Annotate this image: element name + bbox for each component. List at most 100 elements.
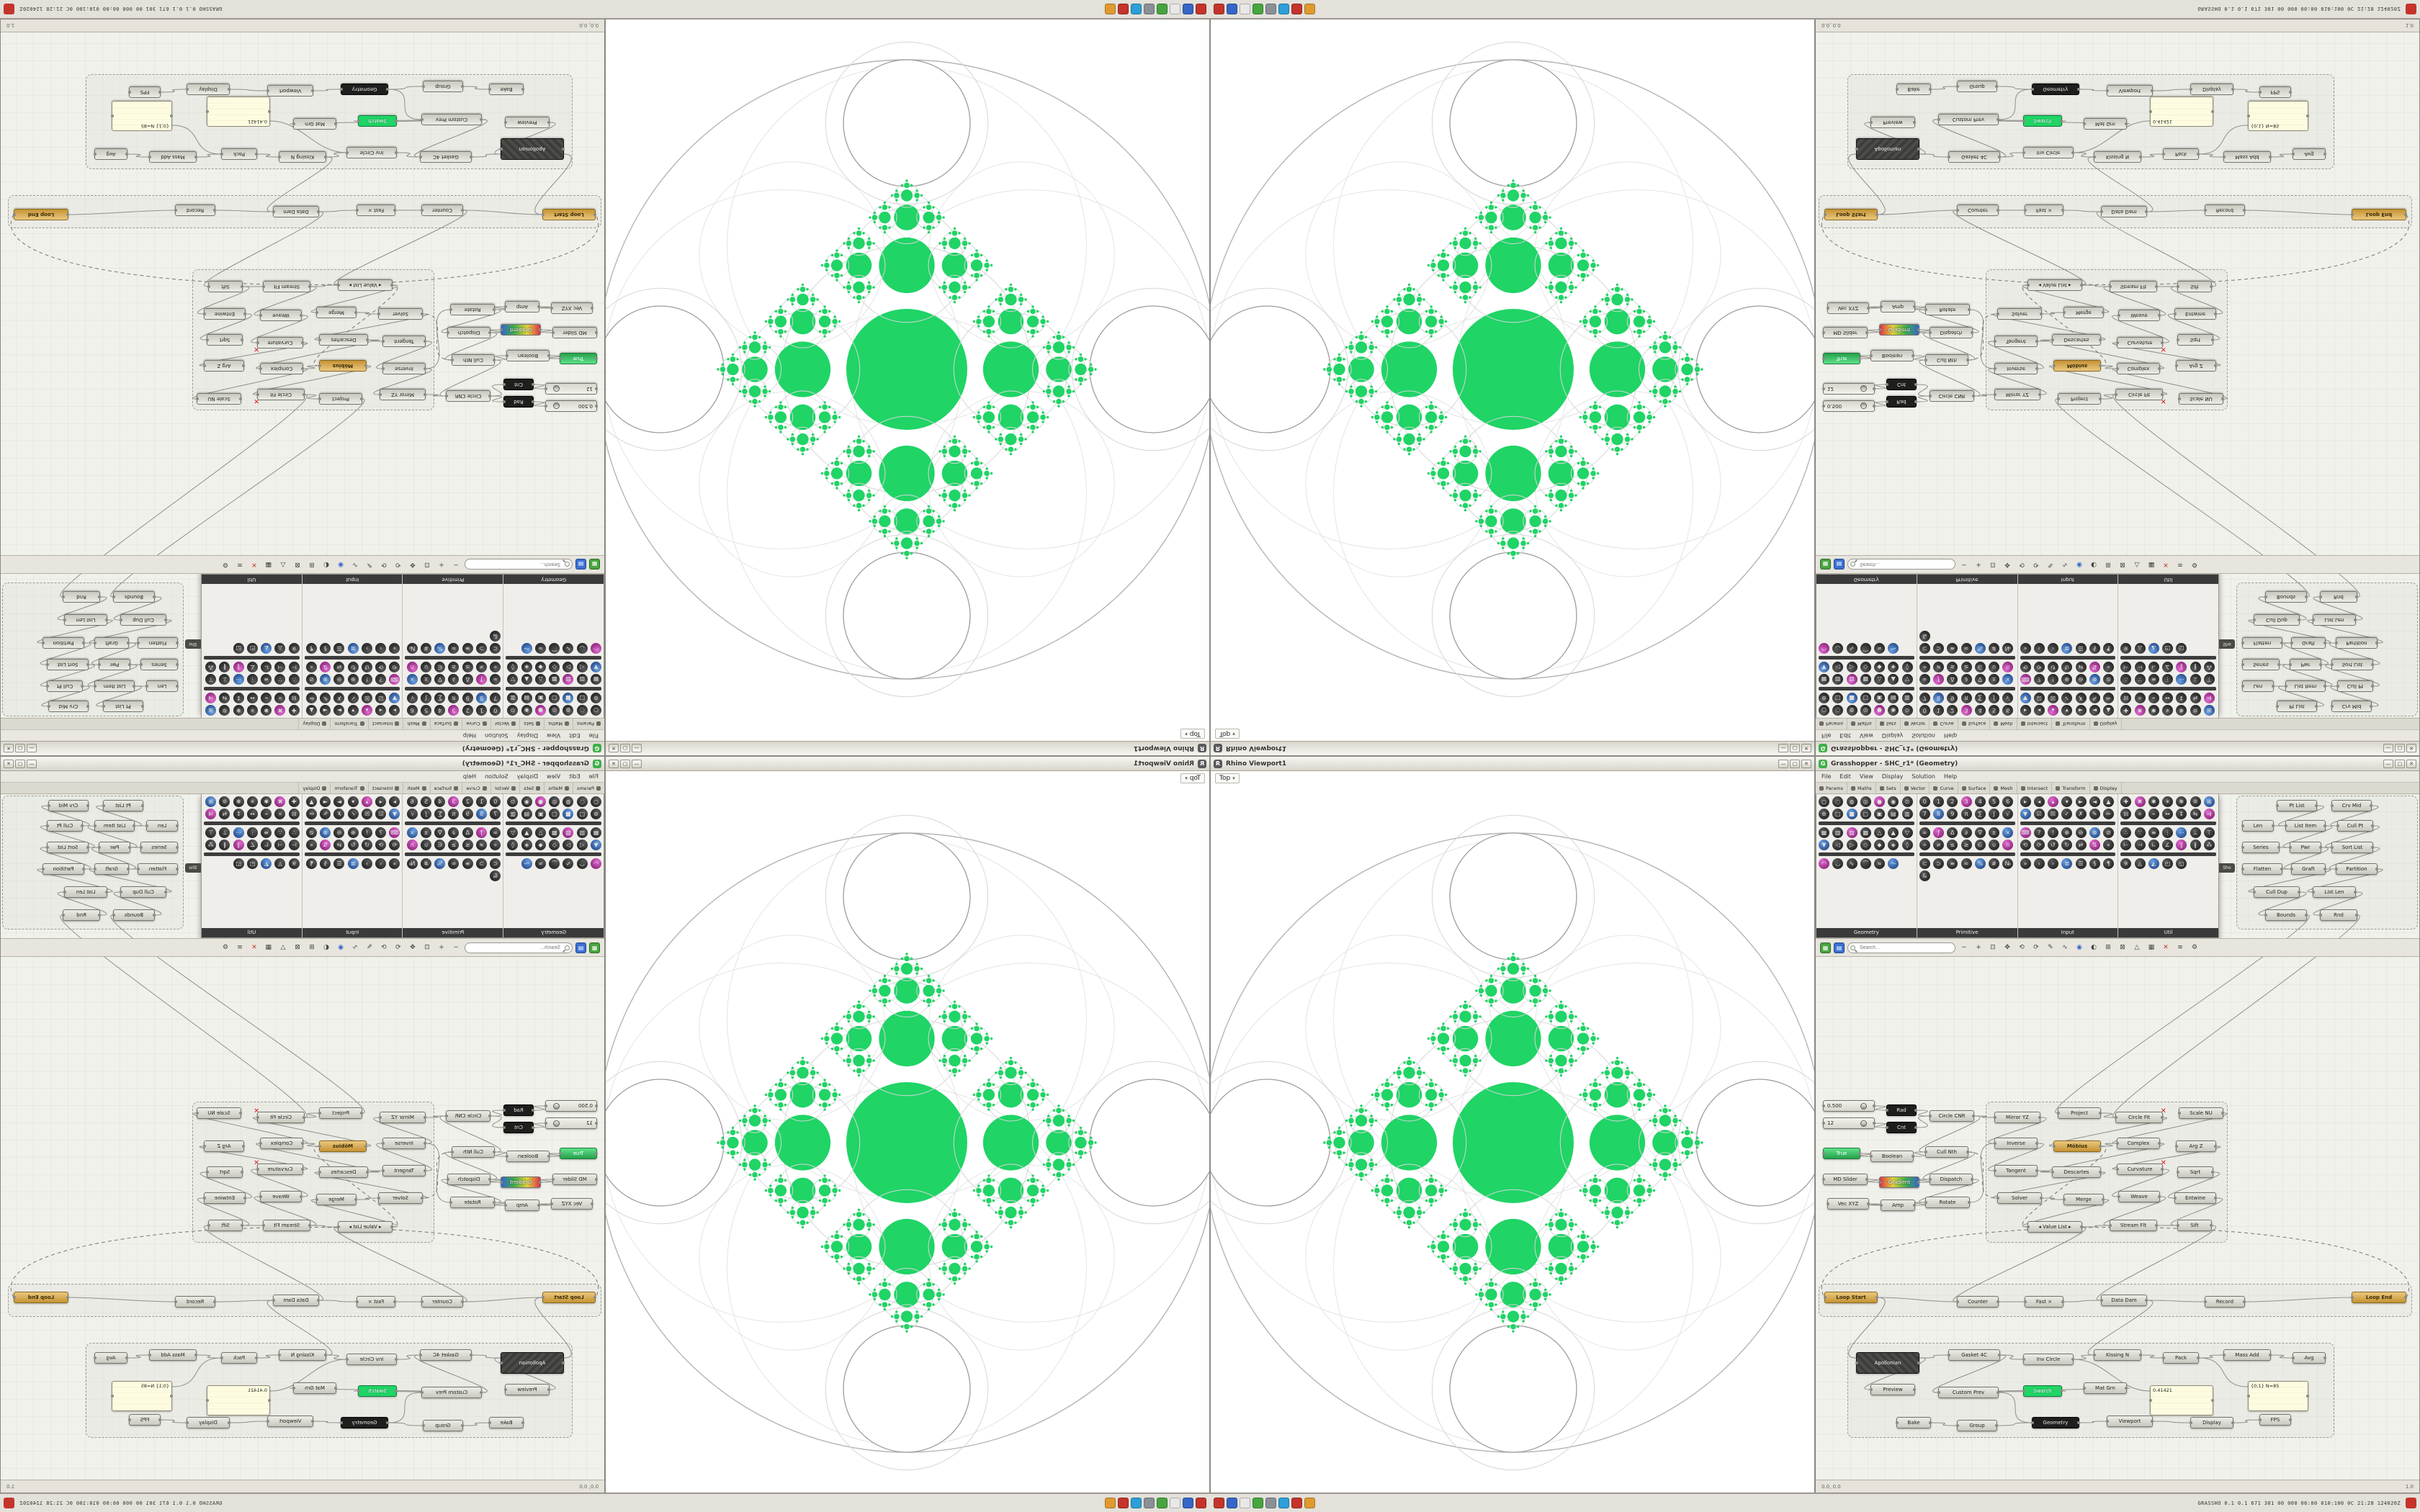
component-icon[interactable]: ◠ (1819, 643, 1829, 654)
component-icon[interactable]: ∿ (563, 858, 574, 869)
component-icon[interactable]: ⇉ (2203, 693, 2215, 703)
gh-node-true[interactable]: True (1822, 1148, 1861, 1159)
component-tab-mesh[interactable]: Mesh (1990, 783, 2017, 793)
tray-red2-icon[interactable] (1291, 4, 1302, 14)
component-icon[interactable]: 1 (476, 705, 487, 716)
component-icon[interactable]: ≡ (261, 674, 272, 685)
component-icon[interactable]: ≈ (1874, 858, 1885, 869)
component-icon[interactable]: ↻ (2061, 840, 2073, 850)
menu-help[interactable]: Help (462, 732, 477, 739)
component-icon[interactable]: Δ (1947, 674, 1958, 685)
component-icon[interactable]: ⋮ (2162, 827, 2173, 838)
gh-node-gasket-4c[interactable]: Gasket 4C (1948, 1349, 2001, 1361)
gh-node-fps[interactable]: FPS (2259, 86, 2291, 98)
maximize-button[interactable]: ▢ (2395, 759, 2405, 768)
component-icon[interactable]: ƒ (1933, 827, 1944, 838)
gh-node-group[interactable]: Group (1957, 81, 1997, 92)
component-icon[interactable]: ⁂ (205, 662, 217, 672)
component-icon[interactable]: ⊞ (205, 796, 217, 807)
component-icon[interactable]: 6 (406, 705, 418, 716)
component-icon[interactable]: 0 (1919, 705, 1930, 716)
component-icon[interactable]: 5 (1989, 796, 1999, 807)
gh-node-12[interactable]: 12 (1822, 1117, 1876, 1129)
component-icon[interactable]: ✏ (2103, 809, 2114, 819)
component-icon[interactable]: ▲ (521, 674, 532, 685)
gh-node-kissing-n[interactable]: Kissing N (2093, 1349, 2142, 1361)
component-icon[interactable]: ◊ (507, 662, 519, 672)
component-icon[interactable]: ▧ (576, 674, 588, 685)
gh-node-pt-list[interactable]: Pt List (2276, 800, 2318, 811)
component-icon[interactable]: # (421, 858, 431, 869)
component-icon[interactable]: ⊃ (476, 643, 487, 654)
component-icon[interactable]: ⊙ (1901, 796, 1913, 807)
component-icon[interactable]: 6 (2002, 796, 2014, 807)
preview-icon[interactable]: ◉ (338, 944, 344, 951)
component-icon[interactable]: ⊖ (333, 674, 345, 685)
gh-node-0-500[interactable]: 0.500 (1823, 400, 1875, 412)
gh-node-flatten[interactable]: Flatten (2242, 637, 2282, 649)
component-icon[interactable]: ∠ (2162, 840, 2173, 850)
tray-light-icon[interactable] (1170, 1498, 1180, 1508)
component-icon[interactable]: 6 (2002, 705, 2014, 716)
component-icon[interactable]: ※ (288, 643, 300, 654)
component-icon[interactable]: № (406, 858, 418, 869)
close-button[interactable]: ✕ (2406, 759, 2416, 768)
gh-node-inv-circle[interactable]: Inv Circle (346, 1354, 397, 1365)
gh-node-apollonian[interactable]: Apollonian (501, 138, 564, 160)
settings-icon[interactable]: ⚙ (222, 561, 229, 568)
gh-node-swatch[interactable]: Swatch (2023, 115, 2062, 127)
component-icon[interactable]: ⟳ (375, 662, 387, 672)
component-icon[interactable]: ⇅ (320, 840, 331, 850)
component-icon[interactable]: ◎ (1860, 705, 1871, 716)
component-icon[interactable]: ∩ (2002, 840, 2014, 850)
component-icon[interactable]: ¶ (306, 643, 317, 654)
component-icon[interactable]: ▩ (549, 674, 560, 685)
gh-node-rotate[interactable]: Rotate (1925, 304, 1970, 315)
preview-icon[interactable]: ◉ (2076, 561, 2082, 568)
component-icon[interactable]: ⊗ (2089, 674, 2100, 685)
component-icon[interactable]: ✗ (2075, 809, 2087, 819)
gh-node-amp[interactable]: Amp (1880, 1200, 1916, 1211)
component-icon[interactable]: ⊞ (2203, 796, 2215, 807)
component-icon[interactable]: ∂ (1960, 827, 1972, 838)
component-icon[interactable]: ⊗ (2089, 827, 2100, 838)
component-icon[interactable]: ƒ (476, 674, 487, 685)
gh-node-boolean[interactable]: Boolean (1870, 1151, 1914, 1162)
tray-orange-icon[interactable] (1304, 1498, 1315, 1508)
gh-node-list-len[interactable]: List Len (2313, 614, 2356, 626)
component-icon[interactable]: ◈ (521, 662, 532, 672)
mesh-preview-icon[interactable]: △ (2134, 561, 2140, 568)
gh-node-loop-start[interactable]: Loop Start (542, 1292, 596, 1303)
component-tab-mesh[interactable]: Mesh (403, 783, 430, 793)
component-icon[interactable]: √ (2002, 809, 2014, 819)
gh-node-loop-start[interactable]: Loop Start (1824, 1292, 1878, 1303)
component-icon[interactable]: ◬ (274, 858, 286, 869)
zoom-extents-icon[interactable]: ⊡ (424, 561, 430, 568)
gh-node-complex[interactable]: Complex (260, 363, 303, 374)
component-icon[interactable]: ⋮ (247, 827, 258, 838)
component-icon[interactable]: » (389, 643, 400, 654)
tray-light-icon[interactable] (1240, 4, 1250, 14)
wire-display-icon[interactable]: ∿ (352, 944, 358, 951)
component-icon[interactable]: ◰ (247, 643, 258, 654)
gh-node-0-500[interactable]: 0.500 (1822, 1100, 1876, 1112)
component-icon[interactable]: ☑ (2033, 809, 2045, 819)
component-icon[interactable]: ◂ (375, 705, 387, 716)
grasshopper-titlebar[interactable]: G Grasshopper - SHC_r1* (Geometry) — ▢ ✕ (1, 757, 604, 771)
component-icon[interactable]: ◭ (2148, 858, 2159, 869)
gh-node-rad[interactable]: Rad (1886, 1104, 1917, 1116)
component-icon[interactable]: ∴ (2120, 674, 2132, 685)
gh-node-arg-z[interactable]: Arg Z (2176, 360, 2216, 372)
component-icon[interactable]: 9 (1947, 809, 1958, 819)
gh-node-crv-mid[interactable]: Crv Mid (48, 701, 89, 712)
component-icon[interactable]: ⊟ (2120, 809, 2132, 819)
component-icon[interactable]: ∥ (2176, 662, 2187, 672)
component-icon[interactable]: ◍ (1846, 705, 1857, 716)
component-icon[interactable]: ◬ (274, 643, 286, 654)
component-icon[interactable]: ∇ (434, 674, 446, 685)
component-icon[interactable]: ▩ (1860, 674, 1871, 685)
component-icon[interactable]: ⊚ (1819, 693, 1829, 703)
gh-node-data-dam[interactable]: Data Dam (2101, 206, 2147, 217)
component-icon[interactable]: § (2089, 643, 2100, 654)
component-icon[interactable]: ✗ (2075, 693, 2087, 703)
